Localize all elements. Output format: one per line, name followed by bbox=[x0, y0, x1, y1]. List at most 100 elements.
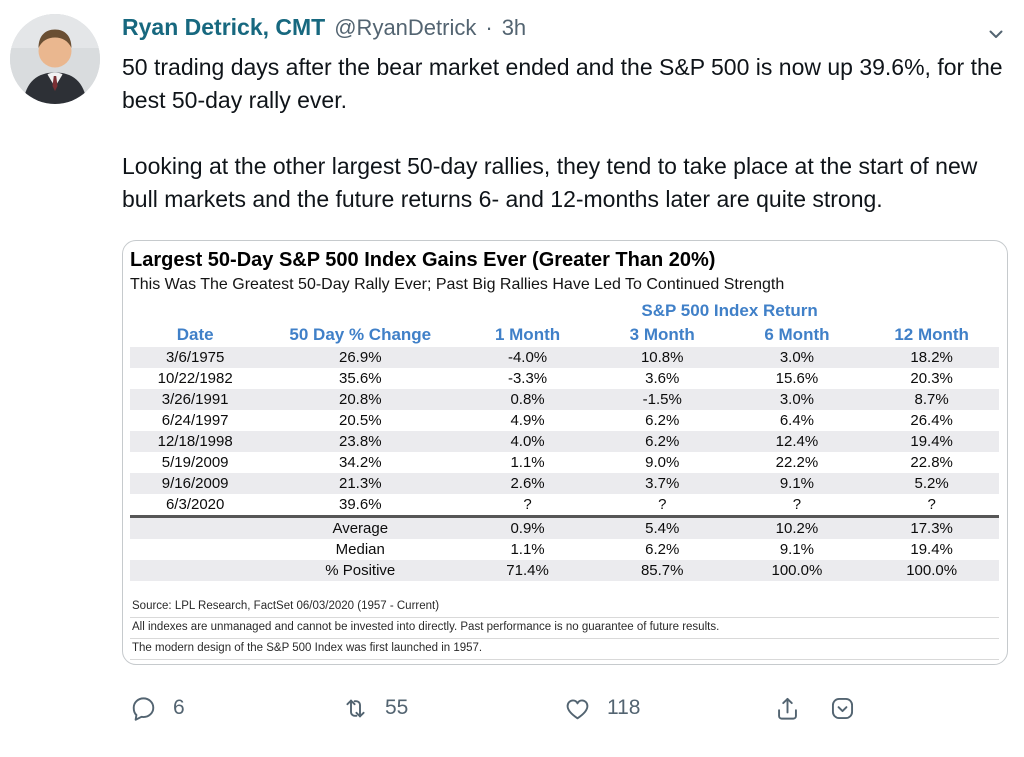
table-row: 10/22/1982 35.6% -3.3% 3.6% 15.6% 20.3% bbox=[130, 368, 999, 389]
value-cell: -4.0% bbox=[507, 349, 548, 366]
author-name[interactable]: Ryan Detrick, CMT bbox=[122, 14, 326, 40]
like-count: 118 bbox=[607, 696, 641, 719]
value-cell: 10.2% bbox=[729, 515, 865, 539]
value-cell: 3.7% bbox=[645, 475, 680, 492]
author-handle[interactable]: @RyanDetrick bbox=[334, 15, 477, 40]
group-header-row: S&P 500 Index Return bbox=[130, 299, 999, 323]
value-cell: -3.3% bbox=[507, 370, 548, 387]
timestamp[interactable]: 3h bbox=[501, 15, 527, 40]
tweet-body: 50 trading days after the bear market en… bbox=[122, 51, 1012, 216]
summary-row: % Positive 71.4% 85.7% 100.0% 100.0% bbox=[130, 560, 999, 581]
value-cell: 6.2% bbox=[645, 433, 680, 450]
table-row: 6/24/1997 20.5% 4.9% 6.2% 6.4% 26.4% bbox=[130, 410, 999, 431]
date-cell: 12/18/1998 bbox=[157, 433, 233, 450]
value-cell: 20.5% bbox=[339, 412, 382, 429]
date-cell: 9/16/2009 bbox=[161, 475, 229, 492]
retweet-button[interactable]: 55 bbox=[342, 695, 564, 722]
value-cell: 15.6% bbox=[775, 370, 819, 387]
value-cell: 1.1% bbox=[510, 541, 545, 558]
column-header: Date bbox=[176, 325, 214, 344]
date-cell: 10/22/1982 bbox=[157, 370, 233, 387]
table-data-rows: 3/6/1975 26.9% -4.0% 10.8% 3.0% 18.2% 10/22/19… bbox=[130, 347, 999, 517]
value-cell: 6.2% bbox=[645, 412, 680, 429]
value-cell: 8.7% bbox=[914, 391, 949, 408]
avatar-photo bbox=[10, 14, 100, 104]
summary-label: % Positive bbox=[325, 562, 396, 579]
value-cell: 26.4% bbox=[910, 412, 953, 429]
column-header-row: Date 50 Day % Change 1 Month 3 Month 6 M… bbox=[130, 323, 999, 347]
table-subtitle: This Was The Greatest 50-Day Rally Ever;… bbox=[130, 276, 785, 293]
tweet-paragraph: 50 trading days after the bear market en… bbox=[122, 54, 1003, 113]
tweet-image-card[interactable]: Largest 50-Day S&P 500 Index Gains Ever … bbox=[122, 240, 1008, 665]
value-cell: 20.8% bbox=[339, 391, 382, 408]
group-header-spacer bbox=[130, 299, 460, 323]
value-cell: ? bbox=[658, 496, 667, 513]
value-cell: 0.8% bbox=[510, 391, 545, 408]
table-row: 3/26/1991 20.8% 0.8% -1.5% 3.0% 8.7% bbox=[130, 389, 999, 410]
value-cell: 3.0% bbox=[779, 349, 815, 366]
value-cell: ? bbox=[927, 496, 936, 513]
date-cell: 6/24/1997 bbox=[161, 412, 229, 429]
separator-dot: · bbox=[485, 15, 493, 40]
value-cell: 3.0% bbox=[779, 391, 815, 408]
save-button[interactable] bbox=[829, 695, 856, 722]
column-header: 50 Day % Change bbox=[289, 325, 432, 344]
footnotes: Source: LPL Research, FactSet 06/03/2020… bbox=[130, 597, 999, 660]
value-cell: ? bbox=[792, 496, 802, 513]
value-cell: -1.5% bbox=[642, 391, 682, 408]
table-row: 12/18/1998 23.8% 4.0% 6.2% 12.4% 19.4% bbox=[130, 431, 999, 452]
value-cell: 3.6% bbox=[645, 370, 680, 387]
value-cell: 5.2% bbox=[914, 475, 949, 492]
tweet-paragraph: Looking at the other largest 50-day rall… bbox=[122, 153, 978, 212]
tweet-header: Ryan Detrick, CMT @RyanDetrick · 3h bbox=[122, 14, 1012, 41]
value-cell: 71.4% bbox=[506, 562, 549, 579]
chevron-down-icon[interactable] bbox=[984, 22, 1008, 46]
value-cell: 4.0% bbox=[510, 433, 545, 450]
column-header: 3 Month bbox=[629, 325, 695, 344]
reply-button[interactable]: 6 bbox=[130, 695, 342, 722]
value-cell: 6.2% bbox=[645, 541, 680, 558]
column-header: 12 Month bbox=[894, 325, 969, 344]
value-cell: 9.1% bbox=[779, 475, 815, 492]
value-cell: 23.8% bbox=[339, 433, 382, 450]
action-bar: 6 55 118 bbox=[130, 685, 1012, 731]
heart-icon bbox=[566, 698, 589, 719]
share-button[interactable] bbox=[774, 695, 801, 722]
value-cell: 100.0% bbox=[906, 562, 958, 579]
value-cell: 22.2% bbox=[775, 454, 819, 471]
value-cell: 39.6% bbox=[339, 496, 382, 513]
column-header: 1 Month bbox=[494, 325, 561, 344]
like-button[interactable]: 118 bbox=[564, 695, 774, 722]
value-cell: 100.0% bbox=[771, 562, 823, 579]
value-cell: 6.4% bbox=[779, 412, 815, 429]
value-cell: 20.3% bbox=[910, 370, 953, 387]
summary-row: Median 1.1% 6.2% 9.1% 19.4% bbox=[130, 539, 999, 560]
empty-cell bbox=[130, 539, 260, 560]
value-cell: 9.1% bbox=[779, 541, 815, 558]
value-cell: 9.0% bbox=[645, 454, 680, 471]
value-cell: 35.6% bbox=[339, 370, 382, 387]
table-summary-rows: Average 0.9% 5.4% 10.2% 17.3% Median 1.1% 6.2% 9… bbox=[130, 515, 999, 581]
date-cell: 5/19/2009 bbox=[161, 454, 229, 471]
date-cell: 6/3/2020 bbox=[165, 496, 225, 513]
tweet: Ryan Detrick, CMT @RyanDetrick · 3h 50 t… bbox=[10, 14, 1012, 731]
table-row: 3/6/1975 26.9% -4.0% 10.8% 3.0% 18.2% bbox=[130, 347, 999, 368]
value-cell: 1.1% bbox=[510, 454, 545, 471]
reply-count: 6 bbox=[173, 696, 185, 719]
retweet-count: 55 bbox=[385, 696, 409, 719]
avatar[interactable] bbox=[10, 14, 100, 104]
date-cell: 3/26/1991 bbox=[161, 391, 229, 408]
value-cell: 2.6% bbox=[510, 475, 545, 492]
value-cell: 34.2% bbox=[339, 454, 382, 471]
footnote: All indexes are unmanaged and cannot be … bbox=[130, 618, 999, 639]
value-cell: 26.9% bbox=[339, 349, 382, 366]
summary-label: Average bbox=[260, 515, 461, 539]
value-cell: 12.4% bbox=[775, 433, 819, 450]
value-cell: 85.7% bbox=[640, 562, 684, 579]
value-cell: 22.8% bbox=[910, 454, 953, 471]
value-cell: 4.9% bbox=[510, 412, 545, 429]
gains-table: S&P 500 Index Return Date 50 Day % Chang… bbox=[130, 299, 999, 581]
table-row: 9/16/2009 21.3% 2.6% 3.7% 9.1% 5.2% bbox=[130, 473, 999, 494]
table-row: 6/3/2020 39.6%???? bbox=[130, 494, 999, 517]
date-cell: 3/6/1975 bbox=[165, 349, 225, 366]
